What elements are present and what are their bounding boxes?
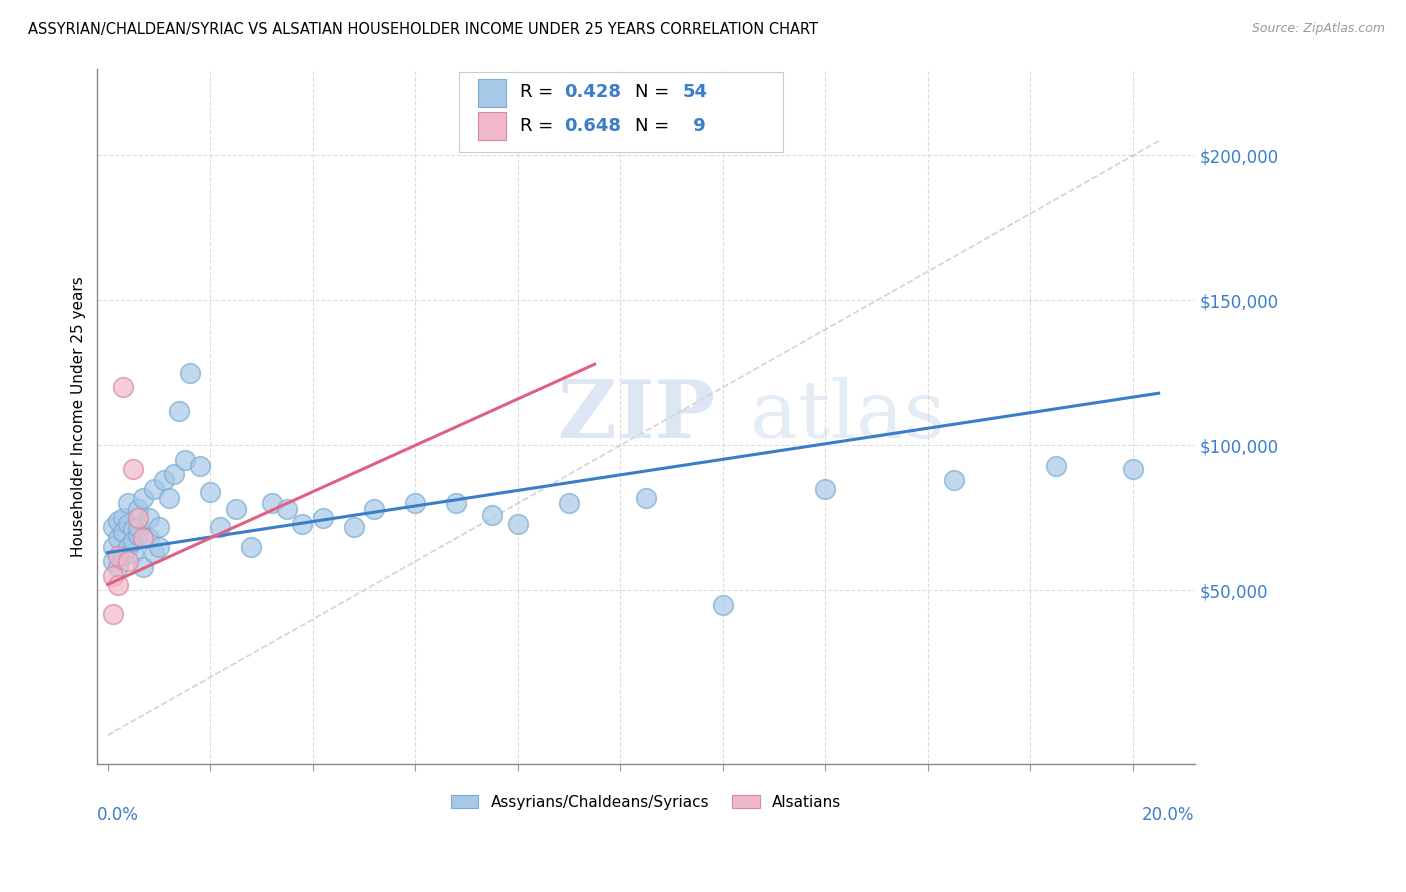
Point xyxy=(111,525,134,540)
Point xyxy=(111,511,134,525)
Point xyxy=(163,467,186,482)
Legend: Assyrians/Chaldeans/Syriacs, Alsatians: Assyrians/Chaldeans/Syriacs, Alsatians xyxy=(444,789,848,816)
Text: R =: R = xyxy=(520,117,558,135)
Point xyxy=(153,473,176,487)
Point xyxy=(506,516,529,531)
Point xyxy=(117,496,139,510)
Point xyxy=(260,496,283,510)
Point xyxy=(276,502,298,516)
Point xyxy=(117,554,139,568)
Point xyxy=(122,523,145,537)
Text: 9: 9 xyxy=(686,117,706,135)
Point xyxy=(127,502,149,516)
Point xyxy=(122,546,145,560)
Point xyxy=(404,496,426,510)
Point xyxy=(101,519,124,533)
Point xyxy=(634,491,657,505)
Point xyxy=(148,519,170,533)
Point xyxy=(107,560,129,574)
Point xyxy=(127,528,149,542)
Text: N =: N = xyxy=(636,83,675,101)
Text: 20.0%: 20.0% xyxy=(1142,806,1195,824)
Point xyxy=(312,511,335,525)
Point xyxy=(117,516,139,531)
Point xyxy=(107,549,129,563)
Point xyxy=(111,380,134,394)
Point xyxy=(101,569,124,583)
Point xyxy=(138,511,160,525)
Point xyxy=(101,540,124,554)
Point xyxy=(132,560,155,574)
Point xyxy=(711,598,734,612)
Point xyxy=(157,491,180,505)
Point xyxy=(363,502,385,516)
Point xyxy=(127,511,149,525)
Point xyxy=(444,496,467,510)
Point xyxy=(942,473,965,487)
Point xyxy=(142,546,165,560)
Point xyxy=(122,461,145,475)
FancyBboxPatch shape xyxy=(460,72,783,152)
Point xyxy=(101,607,124,621)
Point xyxy=(343,519,366,533)
Point xyxy=(240,540,263,554)
FancyBboxPatch shape xyxy=(478,112,506,140)
Point xyxy=(132,531,155,545)
Point xyxy=(179,366,201,380)
Point xyxy=(225,502,247,516)
Point xyxy=(173,453,195,467)
Text: ZIP: ZIP xyxy=(558,377,716,456)
Y-axis label: Householder Income Under 25 years: Householder Income Under 25 years xyxy=(72,276,86,557)
Text: R =: R = xyxy=(520,83,558,101)
Point xyxy=(188,458,211,473)
Point xyxy=(127,519,149,533)
Text: 0.648: 0.648 xyxy=(564,117,620,135)
Point xyxy=(814,482,837,496)
Text: 54: 54 xyxy=(682,83,707,101)
Point xyxy=(142,482,165,496)
FancyBboxPatch shape xyxy=(478,79,506,107)
Point xyxy=(117,540,139,554)
Point xyxy=(107,514,129,528)
Point xyxy=(122,534,145,549)
Point xyxy=(138,531,160,545)
Point xyxy=(198,484,221,499)
Point xyxy=(148,540,170,554)
Point xyxy=(209,519,232,533)
Point xyxy=(132,491,155,505)
Text: N =: N = xyxy=(636,117,675,135)
Point xyxy=(169,403,191,417)
Point xyxy=(111,549,134,563)
Text: Source: ZipAtlas.com: Source: ZipAtlas.com xyxy=(1251,22,1385,36)
Point xyxy=(107,531,129,545)
Point xyxy=(107,577,129,591)
Point xyxy=(291,516,314,531)
Point xyxy=(481,508,503,522)
Point xyxy=(558,496,581,510)
Text: 0.0%: 0.0% xyxy=(97,806,139,824)
Point xyxy=(1122,461,1144,475)
Point xyxy=(101,554,124,568)
Point xyxy=(1045,458,1067,473)
Text: ASSYRIAN/CHALDEAN/SYRIAC VS ALSATIAN HOUSEHOLDER INCOME UNDER 25 YEARS CORRELATI: ASSYRIAN/CHALDEAN/SYRIAC VS ALSATIAN HOU… xyxy=(28,22,818,37)
Text: 0.428: 0.428 xyxy=(564,83,620,101)
Text: atlas: atlas xyxy=(751,377,945,456)
